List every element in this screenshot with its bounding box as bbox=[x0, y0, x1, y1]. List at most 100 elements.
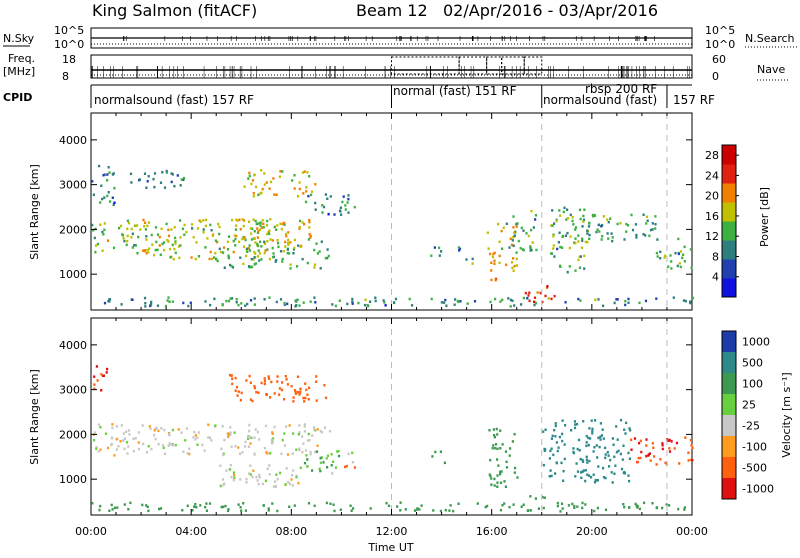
range-gate-cell bbox=[651, 228, 654, 231]
range-gate-cell bbox=[177, 428, 180, 431]
range-gate-cell bbox=[155, 240, 158, 244]
range-gate-cell bbox=[118, 226, 121, 230]
range-gate-cell bbox=[527, 234, 530, 238]
range-gate-cell bbox=[509, 447, 512, 450]
range-gate-cell bbox=[166, 238, 169, 242]
range-gate-cell bbox=[337, 454, 341, 458]
range-gate-cell bbox=[548, 457, 551, 460]
range-gate-cell bbox=[256, 231, 260, 234]
range-gate-cell bbox=[625, 222, 628, 226]
range-gate-cell bbox=[272, 177, 275, 180]
range-gate-cell bbox=[322, 205, 326, 209]
range-gate-cell bbox=[258, 438, 261, 441]
range-gate-cell bbox=[279, 250, 283, 253]
range-gate-cell bbox=[242, 224, 245, 228]
range-gate-cell bbox=[325, 396, 328, 400]
range-gate-cell bbox=[250, 232, 253, 235]
range-gate-cell bbox=[235, 385, 239, 389]
range-gate-cell bbox=[181, 509, 184, 512]
range-gate-cell bbox=[269, 452, 272, 455]
range-gate-cell bbox=[276, 241, 280, 245]
range-gate-cell bbox=[293, 174, 296, 177]
range-gate-cell bbox=[147, 175, 150, 178]
range-gate-cell bbox=[256, 236, 259, 239]
range-gate-cell bbox=[160, 227, 163, 231]
range-gate-cell bbox=[579, 457, 582, 461]
range-gate-cell bbox=[297, 433, 300, 436]
range-gate-cell bbox=[239, 478, 242, 481]
range-gate-cell bbox=[347, 452, 350, 456]
range-gate-cell bbox=[588, 427, 591, 430]
range-gate-cell bbox=[591, 427, 594, 431]
range-gate-cell bbox=[659, 458, 662, 461]
range-gate-cell bbox=[244, 238, 247, 242]
range-gate-cell bbox=[623, 470, 626, 474]
range-gate-cell bbox=[208, 436, 211, 439]
range-gate-cell bbox=[252, 192, 255, 195]
range-gate-cell bbox=[157, 442, 160, 446]
range-gate-cell bbox=[651, 502, 654, 505]
range-gate-cell bbox=[247, 437, 250, 441]
range-gate-cell bbox=[280, 388, 284, 392]
range-gate-cell bbox=[127, 508, 130, 511]
range-gate-cell bbox=[631, 228, 635, 232]
range-gate-cell bbox=[186, 504, 189, 508]
range-gate-cell bbox=[683, 245, 686, 249]
range-gate-cell bbox=[244, 304, 247, 307]
range-gate-cell bbox=[144, 305, 147, 308]
range-gate-cell bbox=[301, 257, 304, 261]
range-gate-cell bbox=[584, 479, 587, 483]
range-gate-cell bbox=[132, 449, 135, 453]
range-gate-cell bbox=[235, 234, 238, 238]
range-gate-cell bbox=[126, 227, 129, 230]
range-gate-cell bbox=[645, 454, 648, 458]
range-gate-cell bbox=[171, 173, 174, 176]
range-gate-cell bbox=[566, 217, 570, 220]
range-gate-cell bbox=[137, 447, 140, 451]
range-gate-cell bbox=[254, 219, 257, 223]
range-gate-cell bbox=[595, 230, 598, 234]
range-gate-cell bbox=[525, 232, 528, 235]
range-gate-cell bbox=[656, 255, 659, 258]
range-gate-cell bbox=[602, 476, 606, 479]
range-gate-cell bbox=[230, 297, 234, 300]
range-gate-cell bbox=[611, 437, 614, 440]
range-gate-cell bbox=[163, 186, 167, 189]
range-gate-cell bbox=[644, 234, 647, 237]
range-gate-cell bbox=[471, 257, 474, 261]
range-gate-cell bbox=[486, 231, 489, 234]
range-gate-cell bbox=[630, 448, 633, 451]
range-gate-cell bbox=[268, 232, 271, 235]
range-gate-cell bbox=[573, 420, 576, 423]
range-gate-cell bbox=[100, 184, 103, 187]
range-gate-cell bbox=[596, 506, 599, 510]
range-gate-cell bbox=[270, 380, 273, 384]
range-gate-cell bbox=[182, 178, 185, 181]
range-gate-cell bbox=[275, 193, 278, 196]
range-gate-cell bbox=[652, 446, 655, 449]
range-gate-cell bbox=[224, 504, 227, 508]
range-gate-cell bbox=[266, 232, 269, 236]
range-gate-cell bbox=[607, 237, 610, 240]
range-gate-cell bbox=[272, 437, 275, 440]
range-gate-cell bbox=[189, 301, 192, 304]
range-gate-cell bbox=[239, 506, 242, 509]
range-gate-cell bbox=[318, 250, 321, 253]
range-gate-cell bbox=[439, 450, 442, 453]
range-gate-cell bbox=[501, 247, 504, 250]
range-gate-cell bbox=[276, 375, 279, 378]
range-gate-cell bbox=[295, 475, 298, 479]
range-gate-cell bbox=[125, 243, 128, 247]
range-gate-cell bbox=[302, 192, 305, 195]
range-gate-cell bbox=[659, 257, 662, 260]
range-gate-cell bbox=[216, 240, 219, 244]
range-gate-cell bbox=[245, 379, 248, 382]
range-gate-cell bbox=[420, 504, 423, 507]
range-gate-cell bbox=[511, 299, 514, 302]
range-gate-cell bbox=[339, 206, 342, 209]
range-gate-cell bbox=[504, 450, 508, 453]
range-gate-cell bbox=[162, 241, 166, 244]
range-gate-cell bbox=[473, 300, 477, 303]
range-gate-cell bbox=[314, 301, 317, 304]
range-gate-cell bbox=[519, 247, 522, 250]
